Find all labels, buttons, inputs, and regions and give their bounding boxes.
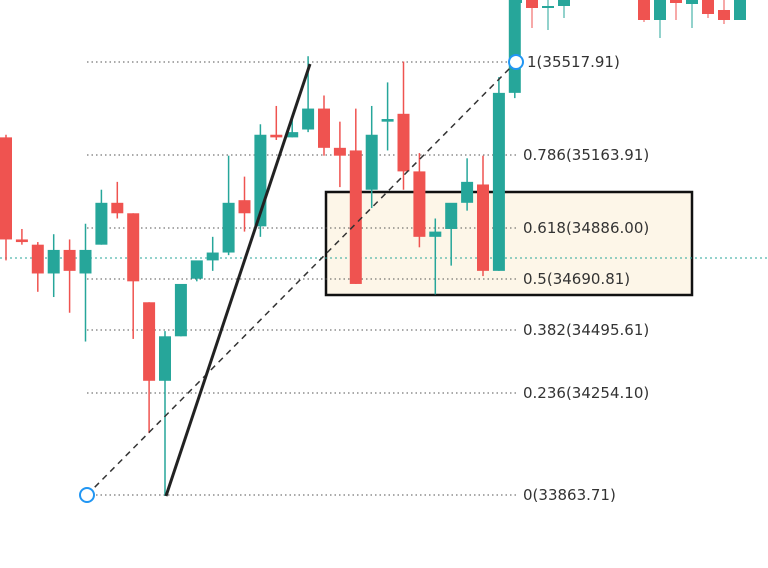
fib-level-label: 0.5(34690.81): [523, 270, 630, 288]
candle-down: [111, 202, 124, 214]
fib-level-label: 0.786(35163.91): [523, 146, 649, 164]
candle-up: [206, 252, 219, 261]
candle-down: [270, 134, 283, 138]
top-right-candles: [510, 0, 746, 38]
candle-down: [349, 150, 362, 284]
candle-down: [477, 184, 489, 271]
candle-up: [95, 202, 108, 245]
candle-down: [318, 108, 330, 148]
fib-diagonal-line[interactable]: [86, 61, 517, 496]
candle-up: [222, 202, 235, 253]
candle-up: [429, 231, 442, 237]
fib-level-label: 0.618(34886.00): [523, 219, 649, 237]
candle-down: [15, 239, 28, 243]
fib-level-label: 0.382(34495.61): [523, 321, 649, 339]
candle-up: [461, 181, 474, 203]
candle-down: [413, 171, 426, 237]
candle-up: [302, 108, 315, 130]
candle-down: [31, 244, 44, 274]
fib-level-label: 1(35517.91): [527, 53, 620, 71]
candle-down: [143, 302, 156, 381]
candle-up: [508, 0, 521, 93]
candle-down: [63, 249, 76, 271]
candle-up: [286, 132, 299, 138]
candle-up: [47, 249, 60, 274]
fib-level-label: 0.236(34254.10): [523, 384, 649, 402]
candle-up: [190, 260, 203, 279]
candle-down: [0, 137, 12, 240]
candle-up: [365, 134, 378, 190]
fib-anchor-low-handle[interactable]: [79, 487, 95, 503]
trend-line[interactable]: [164, 63, 312, 497]
fib-level-label: 0(33863.71): [523, 486, 616, 504]
candle-up: [159, 336, 171, 381]
candle-down: [333, 147, 346, 156]
candle-down: [397, 113, 410, 172]
candle-up: [174, 283, 187, 337]
candle-up: [445, 202, 458, 229]
fib-levels: 1(35517.91) 0.786(35163.91) 0.618(34886.00…: [87, 53, 649, 504]
candle-down: [238, 200, 251, 214]
candle-up: [79, 249, 92, 274]
candle-up: [492, 92, 505, 271]
candle-down: [127, 213, 140, 282]
candle-up: [381, 119, 394, 122]
golden-zone-box[interactable]: [324, 190, 694, 297]
fib-anchor-high-handle[interactable]: [508, 54, 524, 70]
candlestick-series: [0, 0, 521, 496]
